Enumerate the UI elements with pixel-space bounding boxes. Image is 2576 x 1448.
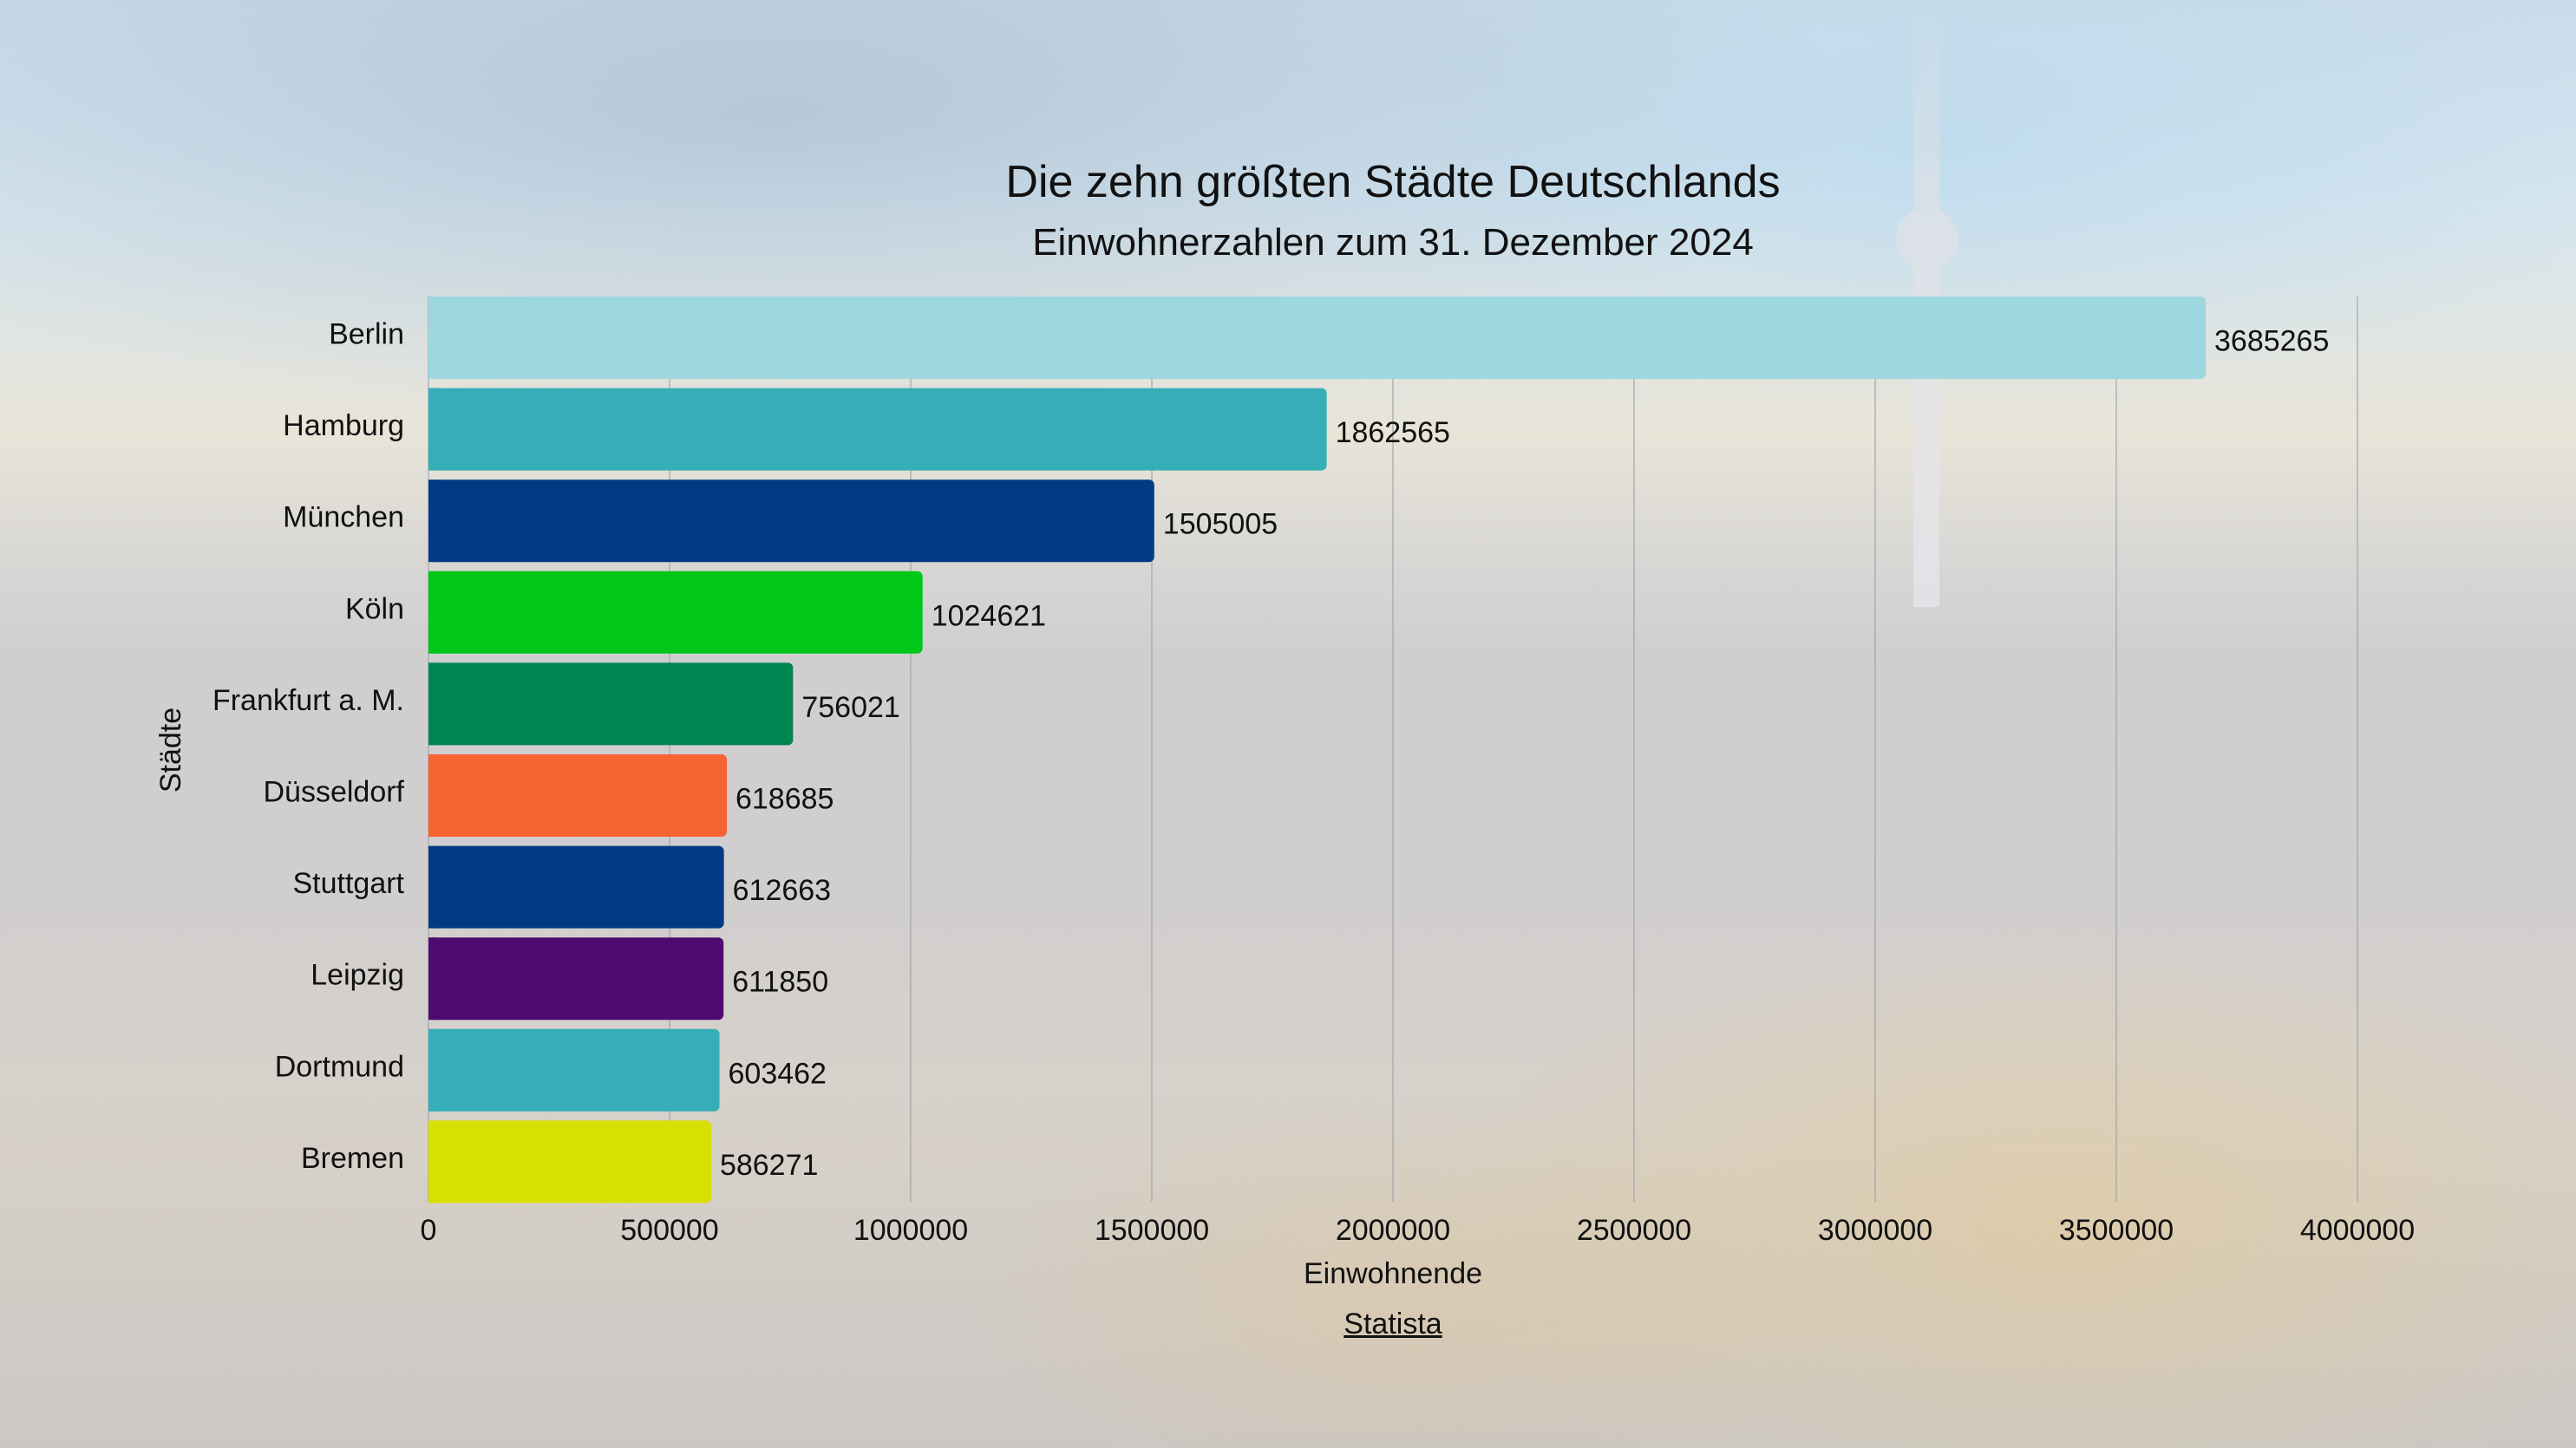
value-label: 611850 bbox=[732, 966, 828, 999]
x-tick-label: 2000000 bbox=[1336, 1214, 1450, 1247]
value-label: 1024621 bbox=[932, 599, 1046, 632]
category-label: Stuttgart bbox=[292, 867, 404, 900]
value-label: 3685265 bbox=[2214, 324, 2329, 357]
bar bbox=[428, 662, 794, 746]
value-label: 603462 bbox=[729, 1057, 827, 1090]
value-label: 1862565 bbox=[1336, 416, 1450, 449]
category-labels: Berlin Hamburg München Köln Frankfurt a. M. D… bbox=[212, 317, 405, 1174]
bar bbox=[428, 754, 727, 837]
bar-left-edge bbox=[428, 845, 437, 929]
x-tick-label: 1500000 bbox=[1095, 1214, 1209, 1247]
bars bbox=[428, 297, 2207, 1203]
value-label: 756021 bbox=[801, 691, 899, 724]
value-label: 612663 bbox=[733, 874, 831, 907]
category-label: Köln bbox=[345, 592, 404, 625]
category-label: Düsseldorf bbox=[263, 775, 404, 808]
tv-tower-sphere bbox=[1896, 208, 1958, 271]
x-tick-label: 3500000 bbox=[2059, 1214, 2174, 1247]
x-axis-title: Einwohnende bbox=[1304, 1257, 1482, 1290]
bar bbox=[428, 937, 724, 1021]
x-tick-label: 0 bbox=[421, 1214, 437, 1247]
category-label: Bremen bbox=[301, 1142, 404, 1175]
bar-left-edge bbox=[428, 1120, 437, 1203]
bar bbox=[428, 1120, 711, 1203]
bar bbox=[428, 479, 1154, 563]
bar bbox=[428, 388, 1327, 471]
source-link[interactable]: Statista bbox=[1344, 1308, 1442, 1340]
value-label: 586271 bbox=[720, 1149, 818, 1182]
bar-left-edge bbox=[428, 388, 437, 471]
chart-title: Die zehn größten Städte Deutschlands bbox=[1005, 157, 1781, 207]
x-tick-label: 2500000 bbox=[1577, 1214, 1691, 1247]
bar-left-edge bbox=[428, 571, 437, 654]
category-label: Dortmund bbox=[275, 1050, 404, 1083]
bar-left-edge bbox=[428, 1028, 437, 1112]
bar bbox=[428, 1028, 720, 1112]
bar bbox=[428, 571, 923, 654]
bar-left-edge bbox=[428, 754, 437, 837]
x-tick-label: 4000000 bbox=[2300, 1214, 2415, 1247]
x-tick-label: 1000000 bbox=[853, 1214, 968, 1247]
y-axis-title: Städte bbox=[154, 708, 187, 792]
category-label: Hamburg bbox=[283, 409, 404, 442]
category-label: München bbox=[283, 501, 404, 534]
x-tick-label: 500000 bbox=[620, 1214, 718, 1247]
bar bbox=[428, 297, 2207, 379]
category-label: Leipzig bbox=[311, 959, 404, 992]
bar-left-edge bbox=[428, 479, 437, 563]
category-label: Berlin bbox=[329, 317, 404, 350]
bar-left-edge bbox=[428, 662, 437, 746]
category-label: Frankfurt a. M. bbox=[212, 684, 404, 717]
value-label: 1505005 bbox=[1163, 508, 1278, 541]
value-labels: 3685265 1862565 1505005 1024621 756021 618685… bbox=[720, 324, 2329, 1181]
x-tick-label: 3000000 bbox=[1818, 1214, 1932, 1247]
x-tick-labels: 0 500000 1000000 1500000 2000000 2500000 30000… bbox=[421, 1214, 2416, 1247]
value-label: 618685 bbox=[736, 782, 834, 815]
chart-subtitle: Einwohnerzahlen zum 31. Dezember 2024 bbox=[1032, 221, 1754, 264]
bar-left-edge bbox=[428, 937, 437, 1021]
bar bbox=[428, 845, 724, 929]
bar-left-edge bbox=[428, 297, 437, 379]
